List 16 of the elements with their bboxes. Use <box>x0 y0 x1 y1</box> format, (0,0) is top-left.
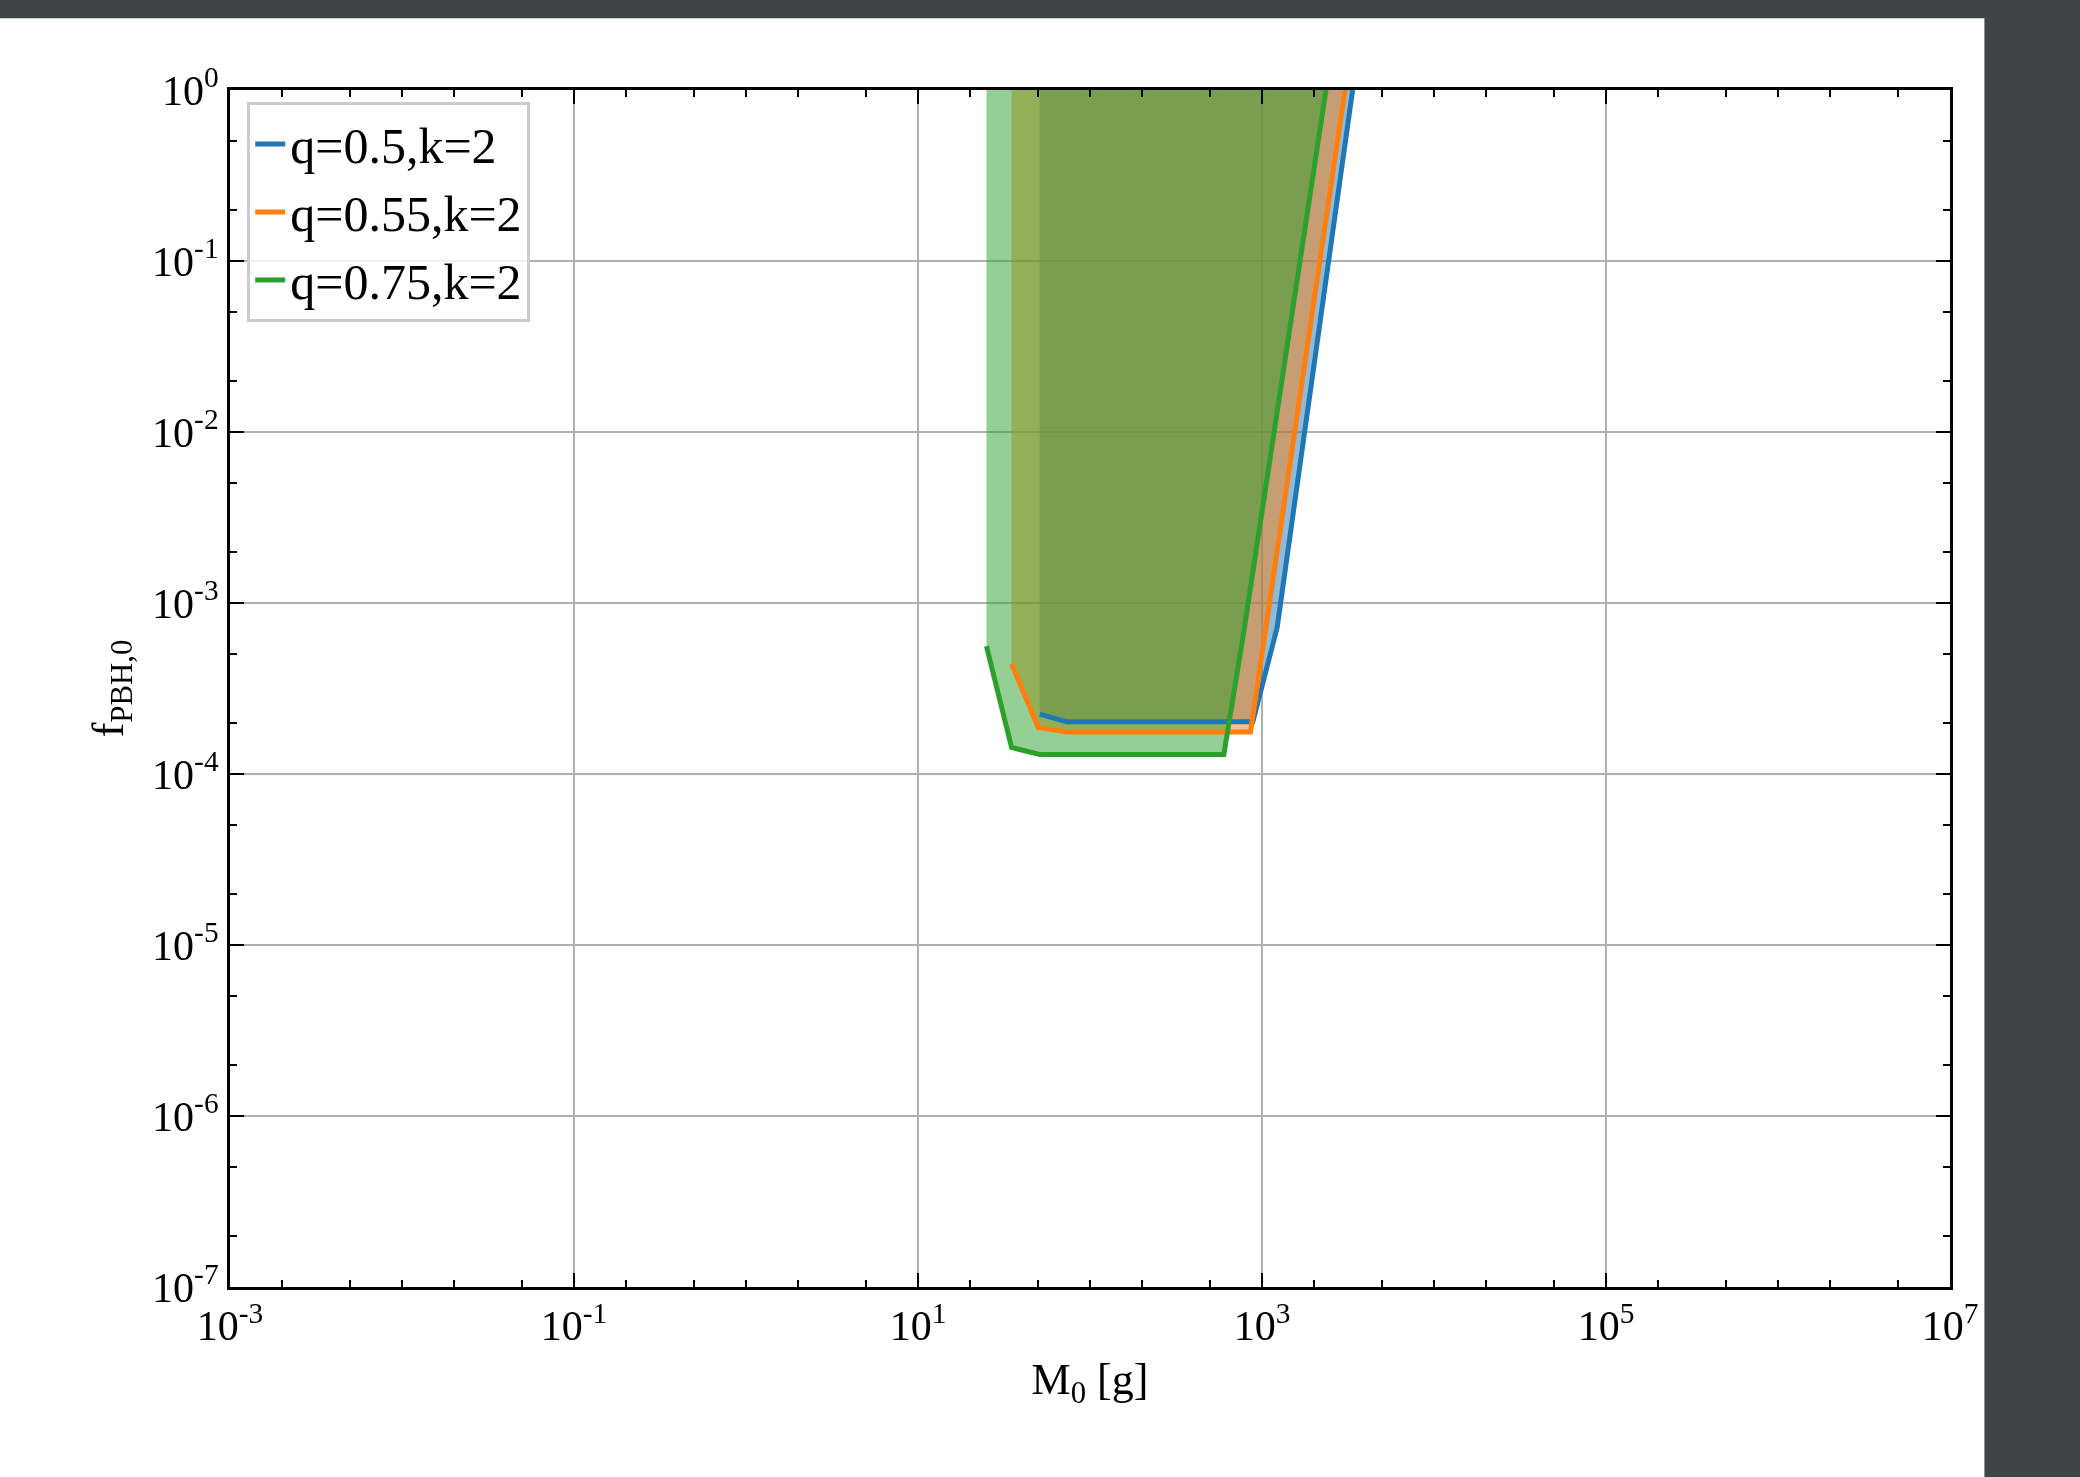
legend-label: q=0.5,k=2 <box>290 118 497 175</box>
y-tick-label: 10$^{-3}$ <box>152 574 219 627</box>
y-tick-label: 10$^{-4}$ <box>152 745 219 798</box>
x-tick-label: 10$^{3}$ <box>1233 1296 1291 1350</box>
y-tick-label: 10$^{-5}$ <box>152 916 219 969</box>
y-tick-label: 10$^{0}$ <box>161 61 219 114</box>
x-tick-label: 10$^{7}$ <box>1921 1296 1979 1350</box>
x-axis-title: M$_{0}$ [g] <box>1031 1354 1149 1410</box>
y-tick-label: 10$^{-6}$ <box>152 1087 219 1140</box>
y-tick-label: 10$^{-2}$ <box>152 403 219 456</box>
x-tick-label: 10$^{1}$ <box>889 1296 947 1350</box>
legend-label: q=0.75,k=2 <box>290 254 522 311</box>
legend-label: q=0.55,k=2 <box>290 186 522 243</box>
x-tick-label: 10$^{5}$ <box>1577 1296 1635 1350</box>
y-tick-label: 10$^{-1}$ <box>152 232 219 285</box>
x-tick-label: 10$^{-1}$ <box>540 1296 608 1350</box>
